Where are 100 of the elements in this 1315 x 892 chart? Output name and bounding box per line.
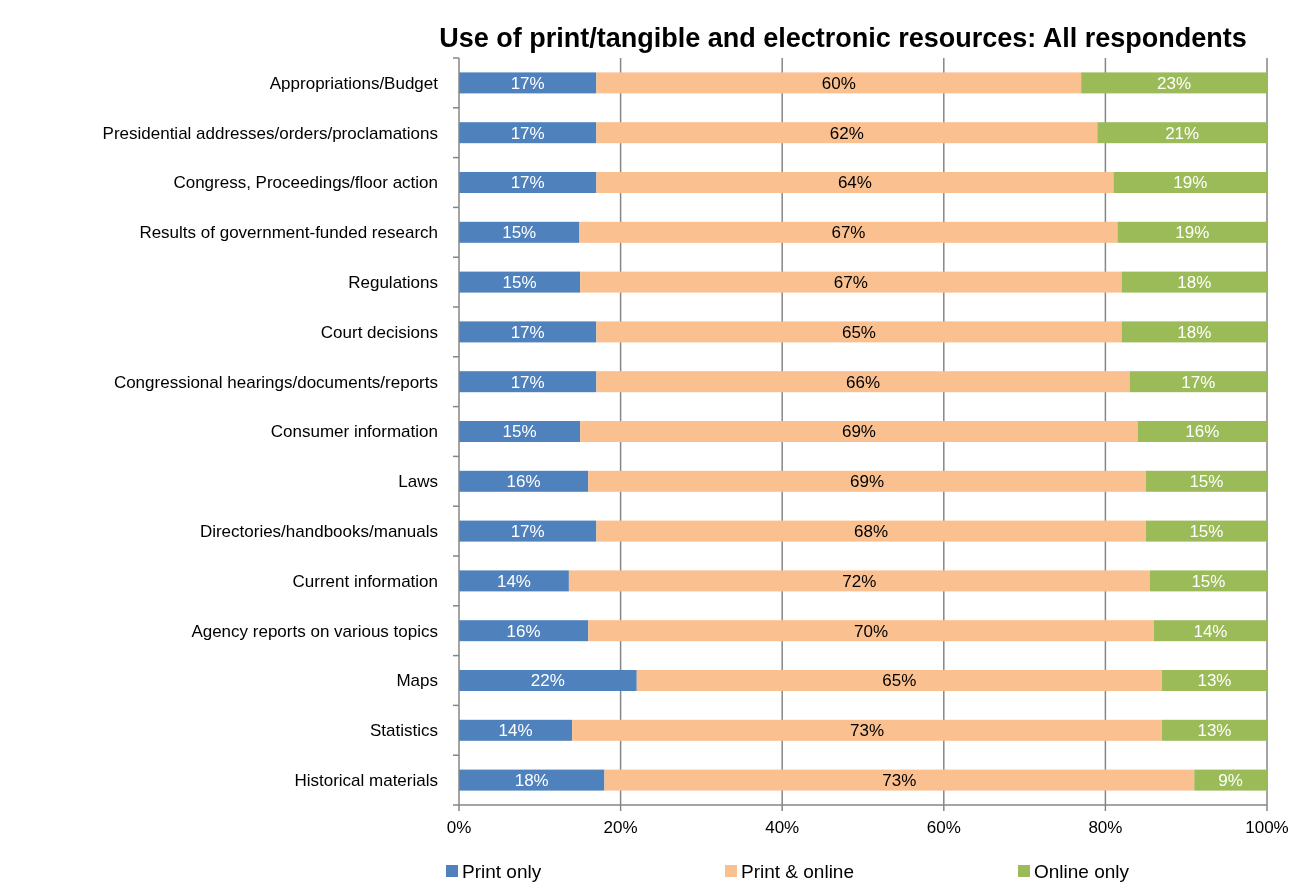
data-label: 14% (496, 571, 531, 591)
y-tick-label: Statistics (369, 721, 438, 741)
y-tick-label: Appropriations/Budget (269, 73, 439, 93)
data-label: 16% (1185, 422, 1220, 442)
data-label: 9% (1218, 771, 1243, 791)
y-tick-label: Results of government-funded research (139, 223, 438, 243)
bar (459, 221, 580, 243)
data-label: 15% (502, 422, 537, 442)
chart-title: Use of print/tangible and electronic resources: All respondents (439, 23, 1247, 54)
data-label: 67% (833, 273, 868, 293)
y-tick-label: Presidential addresses/orders/proclamations (102, 123, 438, 143)
data-label: 15% (1191, 571, 1226, 591)
x-tick-label: 60% (926, 817, 961, 837)
data-label: 16% (506, 472, 541, 492)
bar (1121, 321, 1267, 343)
bar (1153, 620, 1267, 642)
bar (1149, 570, 1267, 592)
bar (604, 769, 1195, 791)
data-label: 73% (850, 721, 885, 741)
y-tick-label: Maps (396, 671, 438, 691)
bar (459, 719, 573, 741)
bar (596, 321, 1122, 343)
x-tick-label: 0% (446, 817, 472, 837)
y-tick-label: Current information (292, 571, 438, 591)
data-label: 18% (1177, 322, 1212, 342)
data-label: 17% (510, 322, 545, 342)
bar (596, 371, 1130, 393)
data-label: 17% (510, 73, 545, 93)
bar (459, 520, 597, 542)
data-label: 19% (1175, 223, 1210, 243)
x-tick-label: 40% (765, 817, 800, 837)
data-label: 14% (1193, 621, 1228, 641)
data-label: 23% (1157, 73, 1192, 93)
y-tick-label: Congress, Proceedings/floor action (173, 173, 438, 193)
bar (1097, 122, 1267, 144)
data-label: 17% (510, 522, 545, 542)
bar (459, 620, 589, 642)
data-label: 65% (841, 322, 876, 342)
y-tick-label: Directories/handbooks/manuals (199, 522, 438, 542)
data-label: 17% (510, 173, 545, 193)
bar (459, 172, 597, 193)
bar (596, 172, 1114, 193)
bar (572, 719, 1162, 741)
bar (636, 670, 1162, 691)
data-label: 22% (530, 671, 565, 691)
bar (459, 570, 569, 592)
bar (568, 570, 1150, 592)
data-label: 15% (502, 273, 537, 293)
legend-label: Print & online (741, 860, 855, 882)
legend-label: Online only (1034, 860, 1130, 882)
bar (579, 221, 1118, 243)
bar (1121, 271, 1267, 293)
bar (1117, 221, 1267, 243)
bar (596, 122, 1098, 144)
y-tick-label: Court decisions (320, 322, 438, 342)
legend-label: Print only (462, 860, 542, 882)
data-label: 18% (514, 771, 549, 791)
data-label: 68% (854, 522, 889, 542)
data-label: 69% (850, 472, 885, 492)
data-label: 17% (510, 372, 545, 392)
bar (459, 421, 581, 442)
bar (1081, 72, 1267, 94)
bar (1145, 520, 1267, 542)
y-tick-label: Consumer information (270, 422, 438, 442)
bar (1137, 421, 1267, 442)
data-label: 69% (841, 422, 876, 442)
data-label: 16% (506, 621, 541, 641)
data-label: 67% (831, 223, 866, 243)
bar (1113, 172, 1267, 193)
data-label: 72% (842, 571, 877, 591)
data-label: 15% (1189, 522, 1224, 542)
data-label: 19% (1173, 173, 1208, 193)
data-label: 64% (837, 173, 872, 193)
bar (459, 769, 605, 791)
data-label: 70% (854, 621, 889, 641)
bar (580, 421, 1138, 442)
x-tick-label: 20% (603, 817, 638, 837)
bar (588, 470, 1146, 492)
data-label: 13% (1197, 721, 1232, 741)
bar (588, 620, 1154, 642)
y-tick-label: Agency reports on various topics (191, 621, 438, 641)
x-tick-label: 100% (1245, 817, 1289, 837)
bar (1129, 371, 1267, 393)
data-label: 15% (1189, 472, 1224, 492)
data-label: 66% (845, 372, 881, 392)
bar (580, 271, 1122, 293)
bar (459, 271, 581, 293)
data-label: 18% (1177, 273, 1212, 293)
bar (1145, 470, 1267, 492)
bar (459, 122, 597, 144)
bar (459, 371, 597, 393)
data-label: 17% (510, 123, 545, 143)
y-tick-label: Historical materials (294, 771, 438, 791)
bar (596, 72, 1082, 94)
bar (1161, 670, 1267, 691)
data-label: 15% (502, 223, 537, 243)
data-label: 14% (498, 721, 533, 741)
y-tick-label: Regulations (348, 273, 438, 293)
data-label: 60% (821, 73, 856, 93)
bar (1161, 719, 1267, 741)
